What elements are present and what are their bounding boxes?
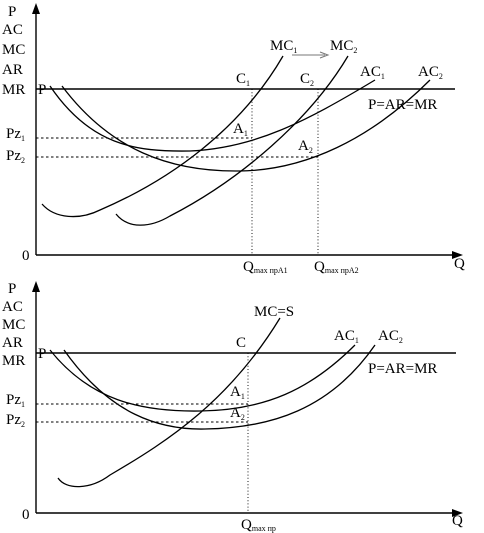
bottom-ac1-curve bbox=[49, 344, 356, 412]
top-ac2-curve bbox=[61, 79, 431, 172]
bottom-q-label: Qmax пр bbox=[241, 517, 276, 533]
top-panel: P AC MC AR MR P 0 Q P=AR=MR Pz1 Pz2 MC1 … bbox=[2, 3, 465, 275]
bottom-pz2-label: Pz2 bbox=[6, 412, 25, 429]
top-point-c1: C1 bbox=[236, 71, 250, 88]
bottom-panel: P AC MC AR MR P 0 Q P=AR=MR Pz1 Pz2 MC=S… bbox=[2, 281, 463, 533]
bottom-y-label-mr: MR bbox=[2, 353, 25, 369]
top-x-label: Q bbox=[454, 256, 465, 272]
bottom-point-a2: A2 bbox=[230, 405, 245, 422]
bottom-y-label-ac: AC bbox=[2, 299, 23, 315]
bottom-ac1-label: AC1 bbox=[334, 328, 359, 345]
top-ac2-label: AC2 bbox=[418, 64, 443, 81]
top-mc1-label: MC1 bbox=[270, 38, 297, 55]
bottom-point-a1: A1 bbox=[230, 384, 245, 401]
top-point-a2: A2 bbox=[298, 138, 313, 155]
bottom-mc-label: MC=S bbox=[254, 304, 294, 320]
bottom-price-line-label: P=AR=MR bbox=[368, 361, 437, 377]
bottom-point-c: C bbox=[236, 335, 246, 351]
top-pz1-label: Pz1 bbox=[6, 126, 25, 143]
bottom-ac2-label: AC2 bbox=[378, 328, 403, 345]
top-y-arrow bbox=[32, 3, 40, 14]
top-ac1-label: AC1 bbox=[360, 64, 385, 81]
top-mc-shift-arrowhead bbox=[319, 51, 330, 59]
top-mc2-label: MC2 bbox=[330, 38, 357, 55]
top-ac1-curve bbox=[49, 79, 376, 152]
top-y-label-ac: AC bbox=[2, 22, 23, 38]
bottom-x-label: Q bbox=[452, 513, 463, 529]
bottom-x-arrow bbox=[452, 509, 463, 517]
top-y-label-p: P bbox=[8, 4, 16, 20]
top-q2-label: Qmax прА2 bbox=[314, 259, 359, 275]
top-price-left: P bbox=[38, 82, 46, 98]
top-y-label-ar: AR bbox=[2, 62, 23, 78]
top-q1-label: Qmax прА1 bbox=[243, 259, 288, 275]
bottom-mc-curve bbox=[57, 317, 281, 488]
top-pz2-label: Pz2 bbox=[6, 148, 25, 165]
bottom-pz1-label: Pz1 bbox=[6, 392, 25, 409]
top-mc2-curve bbox=[115, 55, 349, 226]
top-point-a1: A1 bbox=[233, 121, 248, 138]
bottom-origin: 0 bbox=[22, 507, 30, 523]
top-origin: 0 bbox=[22, 248, 30, 264]
top-point-c2: C2 bbox=[300, 71, 314, 88]
bottom-price-left: P bbox=[38, 346, 46, 362]
bottom-y-arrow bbox=[32, 281, 40, 292]
bottom-ac2-curve bbox=[63, 344, 376, 430]
top-y-label-mc: MC bbox=[2, 42, 25, 58]
top-x-arrow bbox=[452, 251, 463, 259]
bottom-y-label-p: P bbox=[8, 281, 16, 297]
top-y-label-mr: MR bbox=[2, 82, 25, 98]
top-mc1-curve bbox=[41, 55, 284, 218]
bottom-y-label-mc: MC bbox=[2, 317, 25, 333]
bottom-y-label-ar: AR bbox=[2, 335, 23, 351]
